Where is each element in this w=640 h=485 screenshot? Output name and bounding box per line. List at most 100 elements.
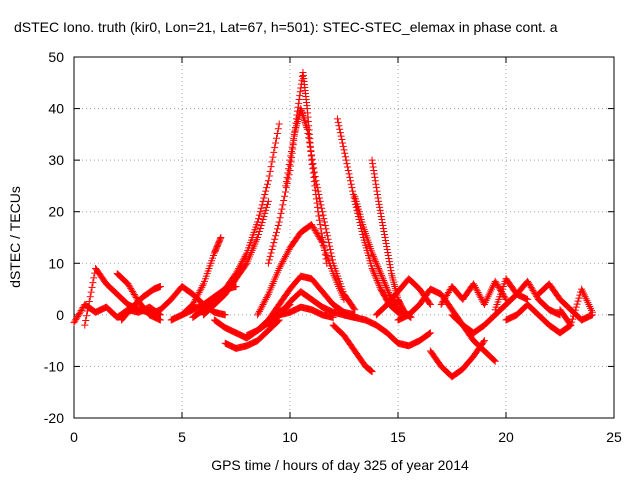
data-point <box>192 294 200 302</box>
data-point <box>297 105 305 113</box>
data-point <box>441 295 449 303</box>
data-point <box>373 187 381 195</box>
data-point <box>340 146 348 154</box>
data-point <box>315 212 323 220</box>
data-point <box>191 297 199 305</box>
data-point <box>340 295 348 303</box>
data-point <box>339 139 347 147</box>
data-point <box>258 302 266 310</box>
data-point <box>475 290 483 298</box>
data-point <box>383 246 391 254</box>
data-point <box>255 227 263 235</box>
data-point <box>260 212 268 220</box>
data-point <box>337 132 345 140</box>
data-point <box>295 99 303 107</box>
data-point <box>329 313 337 321</box>
y-tick-label: -10 <box>44 358 64 374</box>
data-point <box>477 294 485 302</box>
data-point <box>256 208 264 216</box>
data-point <box>274 125 282 133</box>
data-point <box>262 295 270 303</box>
x-tick-label: 20 <box>498 429 514 445</box>
data-point <box>370 170 378 178</box>
data-point <box>190 299 198 307</box>
y-tick-label: 30 <box>48 152 64 168</box>
data-point <box>84 307 91 315</box>
data-point <box>439 298 447 306</box>
data-point <box>377 209 385 217</box>
data-point <box>198 283 206 291</box>
data-point <box>195 289 203 297</box>
data-point <box>575 294 583 302</box>
grid <box>74 57 614 418</box>
data-point <box>270 148 278 156</box>
data-point <box>324 235 332 243</box>
data-point <box>302 122 310 130</box>
data-point <box>570 312 577 320</box>
data-point <box>478 295 486 303</box>
data-point <box>303 125 311 133</box>
data-point <box>382 240 390 248</box>
data-point <box>281 192 289 200</box>
data-point <box>383 243 391 251</box>
data-point <box>338 136 346 144</box>
data-point <box>344 163 352 171</box>
data-point <box>264 197 272 205</box>
data-point <box>588 308 596 316</box>
data-point <box>89 279 97 287</box>
data-point <box>323 232 331 240</box>
data-point <box>81 321 89 329</box>
data-point <box>282 251 290 259</box>
data-point <box>129 287 136 295</box>
x-tick-label: 25 <box>606 429 622 445</box>
data-point <box>471 283 479 291</box>
data-point <box>298 108 306 116</box>
data-point <box>264 292 271 300</box>
data-point <box>272 232 280 240</box>
data-point <box>351 306 359 314</box>
data-point <box>312 195 320 203</box>
data-point <box>264 259 272 267</box>
y-tick-label: -20 <box>44 410 64 426</box>
data-point <box>490 356 498 364</box>
data-point <box>279 258 287 266</box>
x-tick-label: 0 <box>70 429 78 445</box>
data-point <box>310 225 318 233</box>
data-point <box>267 249 275 257</box>
data-point <box>383 285 391 293</box>
data-point <box>471 282 478 290</box>
data-point <box>287 148 295 156</box>
data-point <box>387 267 395 275</box>
data-point <box>317 236 325 244</box>
data-point <box>385 258 393 266</box>
data-point <box>217 234 225 241</box>
data-point <box>255 230 262 238</box>
data-point <box>259 215 267 223</box>
data-point <box>273 134 280 142</box>
data-point <box>282 184 290 192</box>
data-point <box>348 184 356 192</box>
data-point <box>376 203 384 211</box>
data-point <box>73 314 81 322</box>
data-point <box>425 330 433 338</box>
data-point <box>286 156 294 164</box>
data-point <box>426 299 433 307</box>
data-point <box>82 316 90 324</box>
data-points <box>70 68 596 381</box>
x-tick-label: 10 <box>282 429 298 445</box>
data-point <box>192 295 199 303</box>
data-point <box>372 275 380 283</box>
data-point <box>309 224 317 232</box>
data-point <box>275 218 283 226</box>
data-point <box>370 270 378 278</box>
data-point <box>276 263 284 271</box>
data-point <box>373 191 381 199</box>
data-point <box>570 309 578 317</box>
data-point <box>287 152 295 160</box>
data-point <box>306 142 314 150</box>
data-point <box>371 256 379 264</box>
data-point <box>255 215 262 223</box>
data-point <box>285 246 293 254</box>
data-point <box>298 110 306 118</box>
data-point <box>257 221 265 229</box>
